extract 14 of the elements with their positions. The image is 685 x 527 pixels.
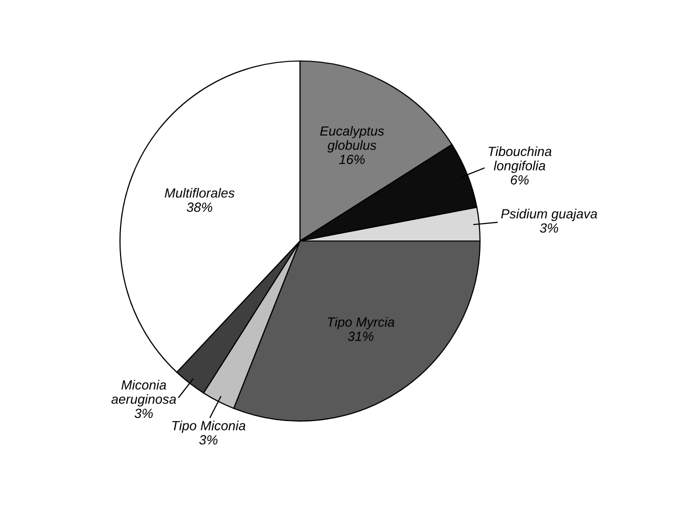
slice-label: Psidium guajava bbox=[501, 208, 598, 222]
slice-label: Tipo Miconia bbox=[172, 420, 246, 433]
data-label: 3% bbox=[199, 435, 218, 445]
data-label: 3% bbox=[540, 223, 558, 233]
data-label: 6% bbox=[510, 175, 529, 185]
slice-label: Eucalyptus globulus bbox=[320, 126, 384, 153]
slice-label: Tipo Myrcia bbox=[328, 317, 394, 330]
data-label: 16% bbox=[339, 154, 365, 164]
data-label: 38% bbox=[186, 202, 212, 212]
data-label: 3% bbox=[134, 408, 153, 418]
data-label: 31% bbox=[348, 332, 374, 341]
slice-label: Tibouchina longifolia bbox=[488, 146, 552, 173]
slice-label: Multiflorales bbox=[164, 188, 235, 198]
slice-label: Miconia aeruginosa bbox=[111, 380, 176, 406]
